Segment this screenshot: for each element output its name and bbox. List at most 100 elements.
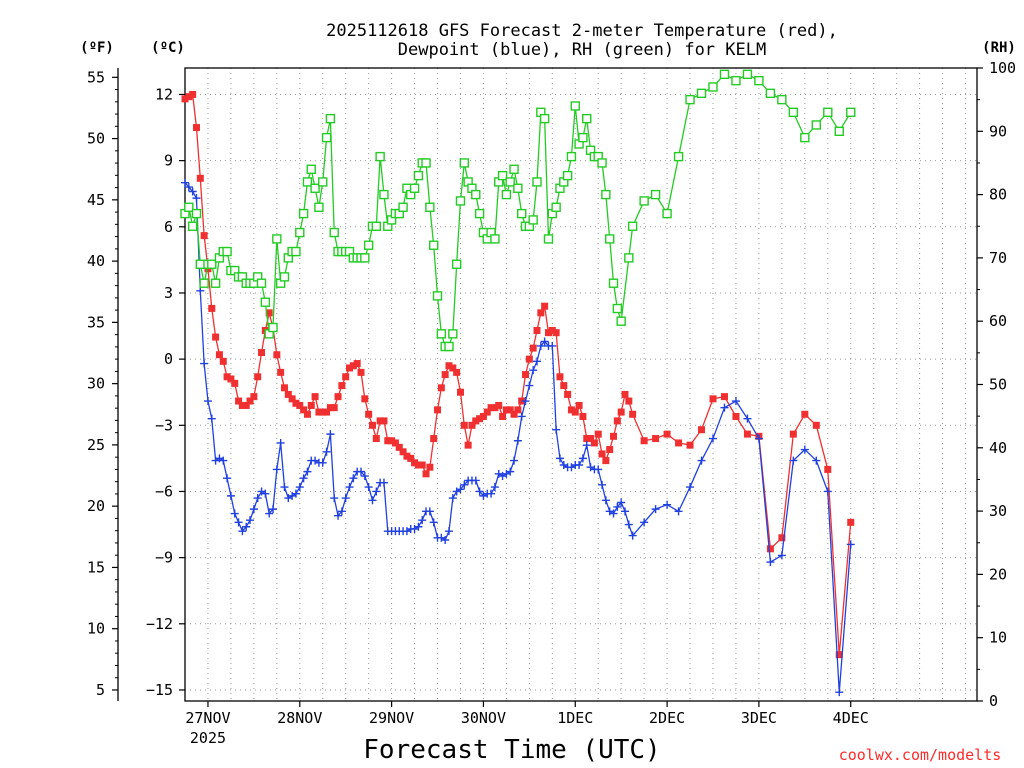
rh-point xyxy=(413,170,424,181)
2-meter-temperature-point xyxy=(510,410,518,418)
2-meter-temperature-point xyxy=(441,371,449,379)
series xyxy=(180,69,856,697)
rh-point xyxy=(379,189,389,200)
rh-point xyxy=(539,113,550,124)
x-tick-label: 29NOV xyxy=(369,709,414,727)
dewpoint-point xyxy=(823,487,832,496)
dewpoint-point xyxy=(471,476,480,485)
rh-point xyxy=(566,151,577,162)
2-meter-temperature-point xyxy=(464,441,472,449)
dewpoint-point xyxy=(441,535,450,544)
rh-unit-label: (RH) xyxy=(982,40,1016,56)
2-meter-temperature-point xyxy=(567,406,575,414)
dewpoint-point xyxy=(578,454,587,463)
2-meter-temperature-point xyxy=(326,404,334,412)
2-meter-temperature-point xyxy=(625,397,633,405)
dewpoint-point xyxy=(207,414,216,423)
dewpoint-point xyxy=(582,441,591,450)
rh-point xyxy=(570,101,580,111)
2-meter-temperature-point xyxy=(403,452,411,460)
2-meter-temperature-point xyxy=(537,309,545,317)
2-meter-temperature-point xyxy=(801,410,809,418)
dewpoint-point xyxy=(341,494,350,503)
rh-point xyxy=(191,208,202,219)
dewpoint-point xyxy=(246,516,255,525)
2-meter-temperature-point xyxy=(686,441,694,449)
rh-point xyxy=(321,132,332,143)
dewpoint-point xyxy=(525,381,534,390)
celsius-tick-label: 0 xyxy=(164,350,173,368)
dewpoint-point xyxy=(188,187,197,196)
dewpoint-point xyxy=(379,478,388,487)
dewpoint-point xyxy=(322,447,331,456)
2-meter-temperature-point xyxy=(652,435,660,443)
rh-point xyxy=(582,113,592,124)
dewpoint-point xyxy=(357,467,365,476)
dewpoint-point xyxy=(261,489,270,498)
dewpoint-point xyxy=(223,474,232,483)
rh-point xyxy=(310,183,320,193)
rh-point xyxy=(329,227,339,238)
fahrenheit-unit-label: (ºF) xyxy=(80,40,114,56)
2-meter-temperature-point xyxy=(330,404,338,412)
2-meter-temperature-point xyxy=(391,439,399,447)
2-meter-temperature-point xyxy=(472,417,480,425)
2-meter-temperature-point xyxy=(357,368,365,376)
2-meter-temperature-point xyxy=(365,410,373,418)
2-meter-temperature-point xyxy=(311,393,319,401)
dewpoint-point xyxy=(510,456,519,465)
rh-point xyxy=(428,240,439,250)
2-meter-temperature-point xyxy=(491,404,499,412)
dewpoint-point xyxy=(349,474,358,483)
fahrenheit-tick-label: 15 xyxy=(87,558,105,576)
rh-point xyxy=(371,221,382,231)
credit-link[interactable]: coolwx.com/modelts xyxy=(839,746,1002,764)
rh-point xyxy=(505,177,515,187)
2-meter-temperature-point xyxy=(621,390,629,398)
dewpoint-point xyxy=(800,445,809,454)
2-meter-temperature-point xyxy=(349,362,357,370)
dewpoint-point xyxy=(226,491,235,500)
dewpoint-point xyxy=(184,183,193,192)
rh-tick-label: 90 xyxy=(989,122,1007,140)
dewpoint-point xyxy=(621,507,629,516)
rh-point xyxy=(608,278,619,288)
dewpoint-point xyxy=(276,438,285,447)
2-meter-temperature-point xyxy=(560,382,568,390)
2-meter-temperature-point xyxy=(514,406,522,414)
dewpoint-point xyxy=(789,456,798,465)
2-meter-temperature-point xyxy=(479,412,487,420)
2-meter-temperature-point xyxy=(732,412,740,420)
2-meter-temperature-point xyxy=(185,93,193,101)
2-meter-temperature-point xyxy=(453,368,461,376)
fahrenheit-tick-label: 10 xyxy=(87,620,105,638)
dewpoint-point xyxy=(234,518,243,527)
rh-point xyxy=(444,341,454,352)
rh-point xyxy=(256,278,267,288)
dewpoint-point xyxy=(345,483,354,492)
dewpoint-point xyxy=(628,531,637,540)
dewpoint-point xyxy=(196,286,205,295)
dewpoint-point xyxy=(429,518,438,527)
dewpoint-point xyxy=(291,489,300,498)
2-meter-temperature-point xyxy=(445,362,453,370)
rh-point xyxy=(398,202,408,212)
2-meter-temperature-point xyxy=(812,421,820,429)
2-meter-temperature-point xyxy=(617,408,625,416)
2-meter-temperature-point xyxy=(196,174,204,182)
2-meter-temperature-point xyxy=(250,393,258,401)
dewpoint-point xyxy=(552,425,561,434)
dewpoint-series xyxy=(181,178,855,697)
dewpoint-point xyxy=(548,341,557,350)
dewpoint-point xyxy=(517,412,526,421)
rh-point xyxy=(207,259,217,269)
rh-point xyxy=(834,126,844,137)
2-meter-temperature-point xyxy=(552,329,560,337)
rh-point xyxy=(562,170,573,181)
rh-point xyxy=(325,113,336,124)
dewpoint-point xyxy=(594,465,603,474)
2-meter-temperature-point xyxy=(426,463,434,471)
rh-point xyxy=(295,227,305,238)
rh-point xyxy=(551,202,561,212)
2-meter-temperature-point xyxy=(789,430,797,438)
